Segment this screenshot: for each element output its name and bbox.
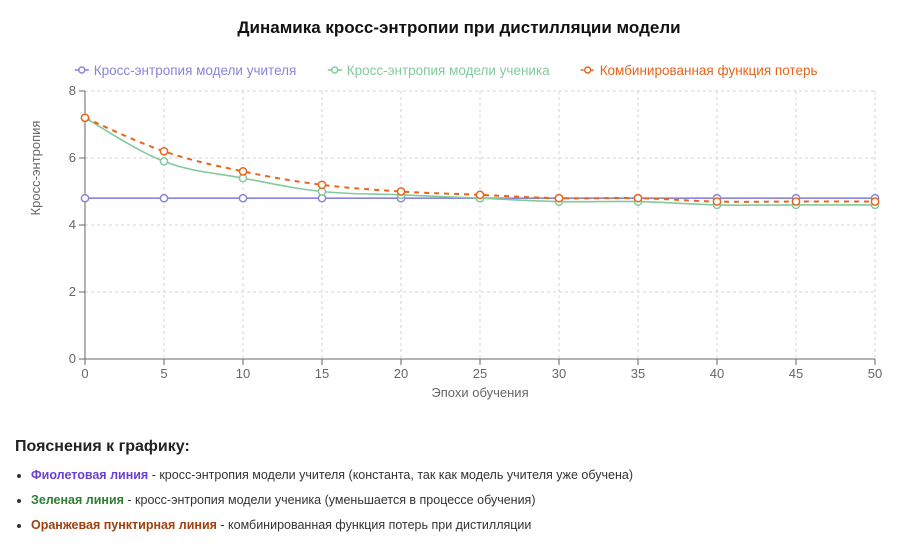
x-axis-label: Эпохи обучения — [431, 385, 528, 400]
data-point-teacher[interactable] — [238, 193, 248, 203]
data-point-combined[interactable] — [870, 197, 880, 206]
y-axis-label: Кросс-энтропия — [28, 121, 43, 216]
y-tick-label: 6 — [69, 150, 76, 165]
chart-axes: 0 5 10 15 20 25 30 35 40 45 50 0 2 4 6 8 — [69, 83, 882, 381]
explanation-title: Пояснения к графику: — [15, 438, 190, 455]
data-point-combined[interactable] — [238, 167, 248, 176]
x-tick-label: 35 — [631, 366, 645, 381]
legend-swatch-marker-teacher — [78, 66, 86, 74]
data-point-combined[interactable] — [159, 146, 169, 156]
x-tick-label: 10 — [236, 366, 250, 381]
data-point-combined[interactable] — [633, 193, 643, 203]
legend-label-combined: Комбинированная функция потерь — [600, 63, 818, 78]
legend-item-teacher[interactable]: Кросс-энтропия модели учителя — [74, 63, 297, 78]
explanation-item-combined: Оранжевая пунктирная линия - комбинирова… — [31, 518, 905, 533]
x-tick-label: 25 — [473, 366, 487, 381]
data-point-teacher[interactable] — [80, 193, 90, 203]
x-tick-label: 45 — [789, 366, 803, 381]
explanation-list: Фиолетовая линия - кросс-энтропия модели… — [15, 468, 905, 533]
x-tick-label: 20 — [394, 366, 408, 381]
data-point-combined[interactable] — [80, 113, 90, 123]
explanation-keyword-combined: Оранжевая пунктирная линия — [31, 518, 217, 532]
series-line-combined — [84, 116, 875, 203]
y-tick-label: 2 — [69, 284, 76, 299]
data-point-student[interactable] — [159, 157, 169, 166]
explanation-text-student: - кросс-энтропия модели ученика (уменьша… — [123, 493, 536, 507]
legend-label-teacher: Кросс-энтропия модели учителя — [94, 63, 297, 78]
data-point-combined[interactable] — [791, 197, 801, 206]
data-point-combined[interactable] — [554, 193, 564, 203]
y-tick-label: 8 — [69, 83, 76, 98]
legend-item-combined[interactable]: Комбинированная функция потерь — [580, 63, 818, 78]
explanation-text-combined: - комбинированная функция потерь при дис… — [216, 518, 532, 532]
y-tick-label: 0 — [69, 351, 76, 366]
explanation-item-student: Зеленая линия - кросс-энтропия модели уч… — [31, 493, 905, 508]
data-point-combined[interactable] — [475, 190, 485, 200]
chart: Динамика кросс-энтропии при дистилляции … — [28, 18, 882, 400]
x-tick-label: 30 — [552, 366, 566, 381]
data-point-combined[interactable] — [396, 187, 406, 196]
x-tick-label: 50 — [868, 366, 882, 381]
explanation-item-teacher: Фиолетовая линия - кросс-энтропия модели… — [31, 468, 905, 483]
legend-label-student: Кросс-энтропия модели ученика — [347, 63, 550, 78]
explanation-keyword-student: Зеленая линия — [31, 493, 124, 507]
x-tick-label: 5 — [160, 366, 167, 381]
data-point-combined[interactable] — [712, 197, 722, 206]
chart-title: Динамика кросс-энтропии при дистилляции … — [237, 18, 680, 37]
legend-swatch-marker-combined — [584, 66, 592, 74]
chart-legend: Кросс-энтропия модели учителя Кросс-энтро… — [74, 63, 818, 78]
x-tick-label: 0 — [81, 366, 88, 381]
explanation-text-teacher: - кросс-энтропия модели учителя (констан… — [148, 468, 633, 482]
x-tick-label: 40 — [710, 366, 724, 381]
chart-grid — [84, 90, 876, 360]
data-point-teacher[interactable] — [159, 193, 169, 203]
explanation-keyword-teacher: Фиолетовая линия — [31, 468, 149, 482]
legend-item-student[interactable]: Кросс-энтропия модели ученика — [327, 63, 550, 78]
y-tick-label: 4 — [69, 217, 76, 232]
chart-series — [80, 113, 880, 210]
x-tick-label: 15 — [315, 366, 329, 381]
explanation-section: Пояснения к графику: Фиолетовая линия - … — [15, 438, 905, 543]
legend-swatch-marker-student — [331, 66, 339, 74]
data-point-combined[interactable] — [317, 180, 327, 190]
